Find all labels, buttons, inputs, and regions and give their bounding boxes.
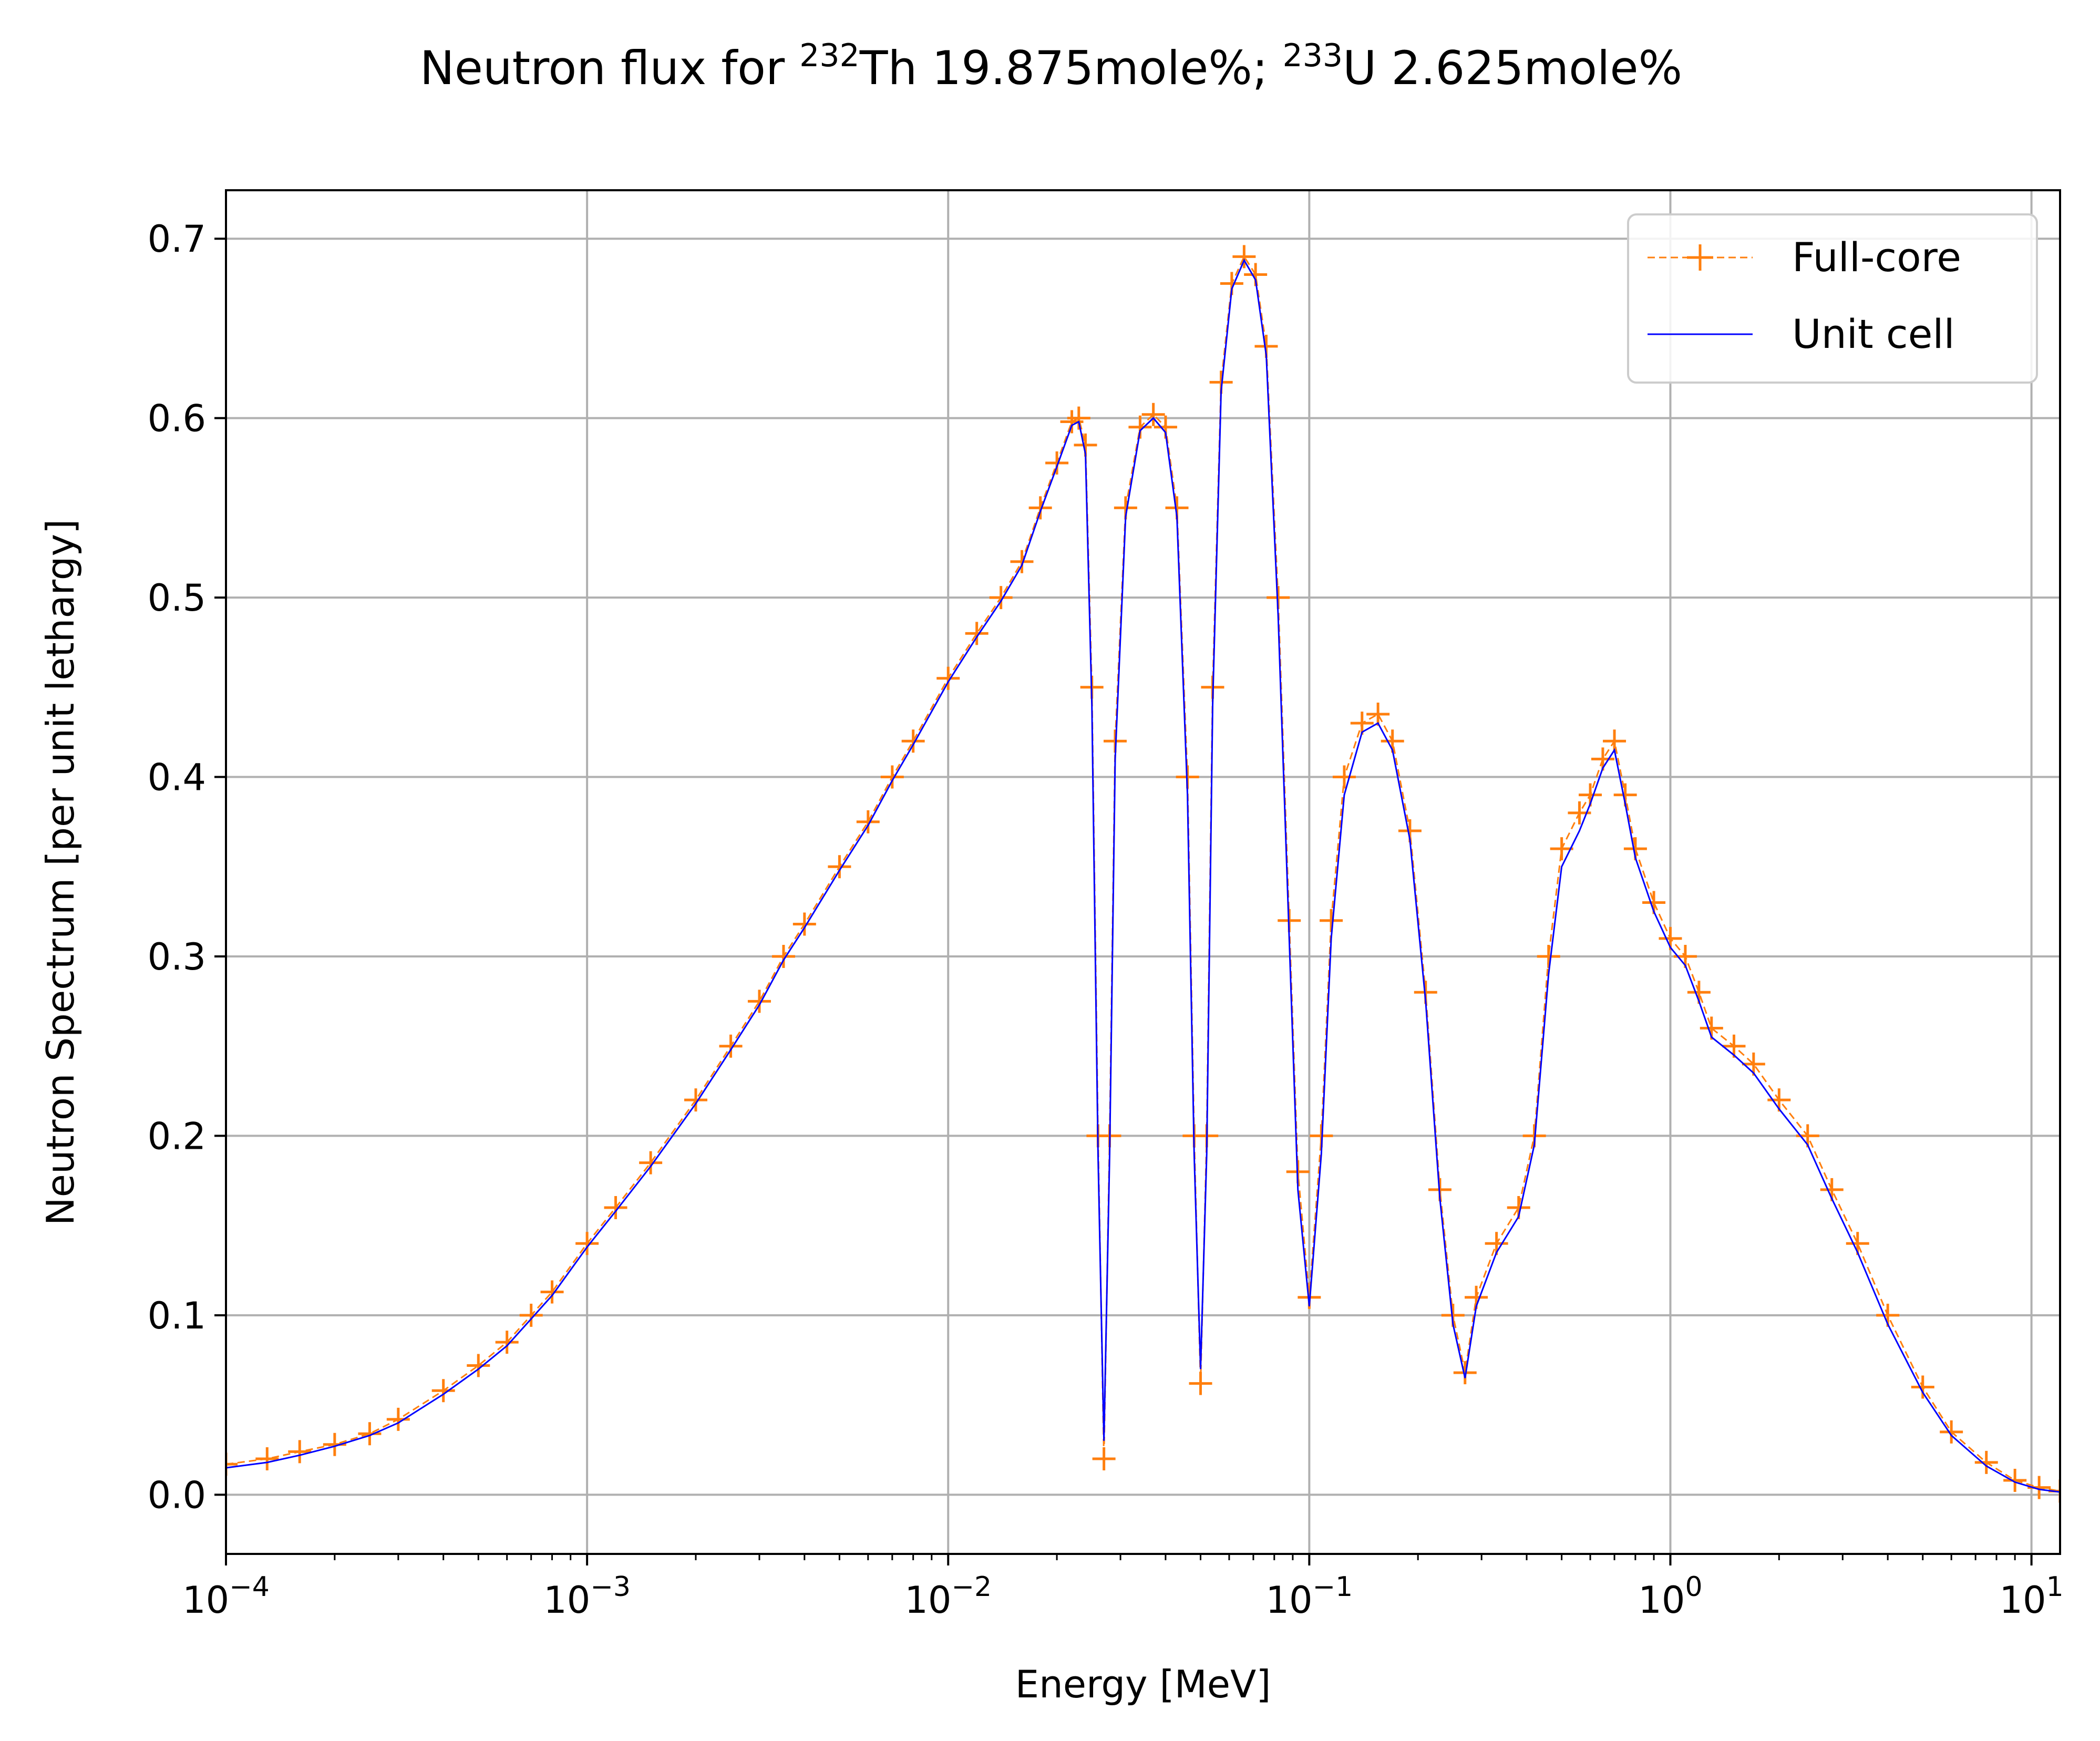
full-core-point — [604, 1196, 627, 1220]
full-core-point — [1067, 406, 1090, 430]
legend-full-core-label: Full-core — [1792, 234, 1961, 281]
full-core-point — [1350, 712, 1374, 735]
full-core-point — [936, 666, 960, 690]
full-core-point — [1332, 765, 1356, 789]
full-core-point — [1742, 1052, 1765, 1076]
chart-title: Neutron flux for 232Th 19.875mole%; 233U… — [420, 37, 1682, 95]
legend-unit-cell-label: Unit cell — [1792, 311, 1955, 357]
title-uranium-part: U 2.625mole% — [1343, 41, 1682, 95]
y-axis-label: Neutron Spectrum [per unit lethargy] — [38, 519, 83, 1225]
full-core-point — [255, 1447, 279, 1471]
full-core-point — [2003, 1469, 2027, 1492]
full-core-point — [1320, 909, 1343, 932]
y-tick-label: 0.5 — [148, 576, 206, 620]
full-core-point — [467, 1354, 490, 1377]
full-core-point — [358, 1422, 382, 1446]
y-tick-label: 0.2 — [148, 1115, 206, 1158]
full-core-point — [1550, 837, 1573, 861]
full-core-point — [792, 912, 816, 936]
full-core-point — [288, 1440, 312, 1464]
title-prefix: Neutron flux for — [420, 41, 799, 95]
grid-lines — [226, 190, 2060, 1554]
legend: Full-core Unit cell — [1627, 213, 2038, 384]
x-tick-label: 10−1 — [1265, 1571, 1353, 1622]
full-core-point — [1092, 1447, 1116, 1471]
y-tick-label: 0.1 — [148, 1294, 206, 1337]
full-core-point — [386, 1407, 410, 1431]
x-tick-label: 101 — [2000, 1571, 2064, 1622]
full-core-point — [639, 1151, 663, 1175]
full-core-point — [1189, 1372, 1212, 1395]
x-axis-label: Energy [MeV] — [1015, 1662, 1271, 1706]
plot-frame — [225, 189, 2061, 1555]
title-sup-uranium: 233 — [1283, 37, 1343, 74]
legend-full-core-marker — [1687, 244, 1713, 271]
series-unit-cell-line — [226, 258, 2060, 1493]
full-core-point — [431, 1379, 455, 1403]
full-core-point — [1453, 1361, 1477, 1385]
full-core-point — [540, 1280, 564, 1304]
y-tick-label: 0.6 — [148, 397, 206, 440]
full-core-point — [856, 810, 880, 833]
full-core-point — [901, 729, 925, 753]
full-core-point — [226, 1452, 238, 1476]
title-thorium-part: Th 19.875mole%; — [859, 41, 1283, 95]
full-core-point — [575, 1232, 599, 1255]
legend-frame — [1627, 213, 2038, 384]
full-core-point — [1028, 496, 1052, 520]
y-tick-label: 0.3 — [148, 935, 206, 978]
full-core-point — [1366, 703, 1390, 726]
full-core-point — [719, 1034, 743, 1058]
full-core-point — [684, 1088, 707, 1112]
x-tick-label: 10−3 — [543, 1571, 631, 1622]
full-core-point — [1232, 245, 1256, 269]
full-core-point — [989, 586, 1013, 610]
full-core-point — [771, 944, 795, 968]
full-core-point — [1141, 403, 1165, 426]
x-tick-label: 10−4 — [182, 1571, 270, 1622]
full-core-point — [519, 1303, 543, 1327]
series-layer — [226, 245, 2060, 1503]
full-core-point — [965, 622, 989, 645]
title-sup-thorium: 232 — [799, 37, 860, 74]
full-core-point — [1045, 451, 1069, 475]
full-core-point — [1010, 550, 1034, 573]
full-core-point — [828, 855, 851, 879]
full-core-point — [880, 765, 904, 789]
y-tick-label: 0.0 — [148, 1474, 206, 1517]
axis-ticks: 10−4 10−3 10−2 10−1 100 101 0.0 0.1 0.2 0.3 0.4 0.5… — [148, 218, 2064, 1622]
full-core-point — [1537, 944, 1560, 968]
full-core-point — [1911, 1375, 1934, 1399]
full-core-point — [1940, 1420, 1963, 1444]
full-core-point — [495, 1331, 519, 1354]
plot-area — [226, 245, 2060, 1503]
full-core-point — [1974, 1450, 1998, 1474]
series-full-core-markers — [226, 245, 2060, 1503]
x-tick-label: 10−2 — [904, 1571, 992, 1622]
full-core-point — [1722, 1034, 1746, 1058]
y-tick-label: 0.4 — [148, 756, 206, 799]
full-core-point — [747, 990, 771, 1013]
x-tick-label: 100 — [1638, 1571, 1702, 1622]
y-tick-label: 0.7 — [148, 218, 206, 261]
